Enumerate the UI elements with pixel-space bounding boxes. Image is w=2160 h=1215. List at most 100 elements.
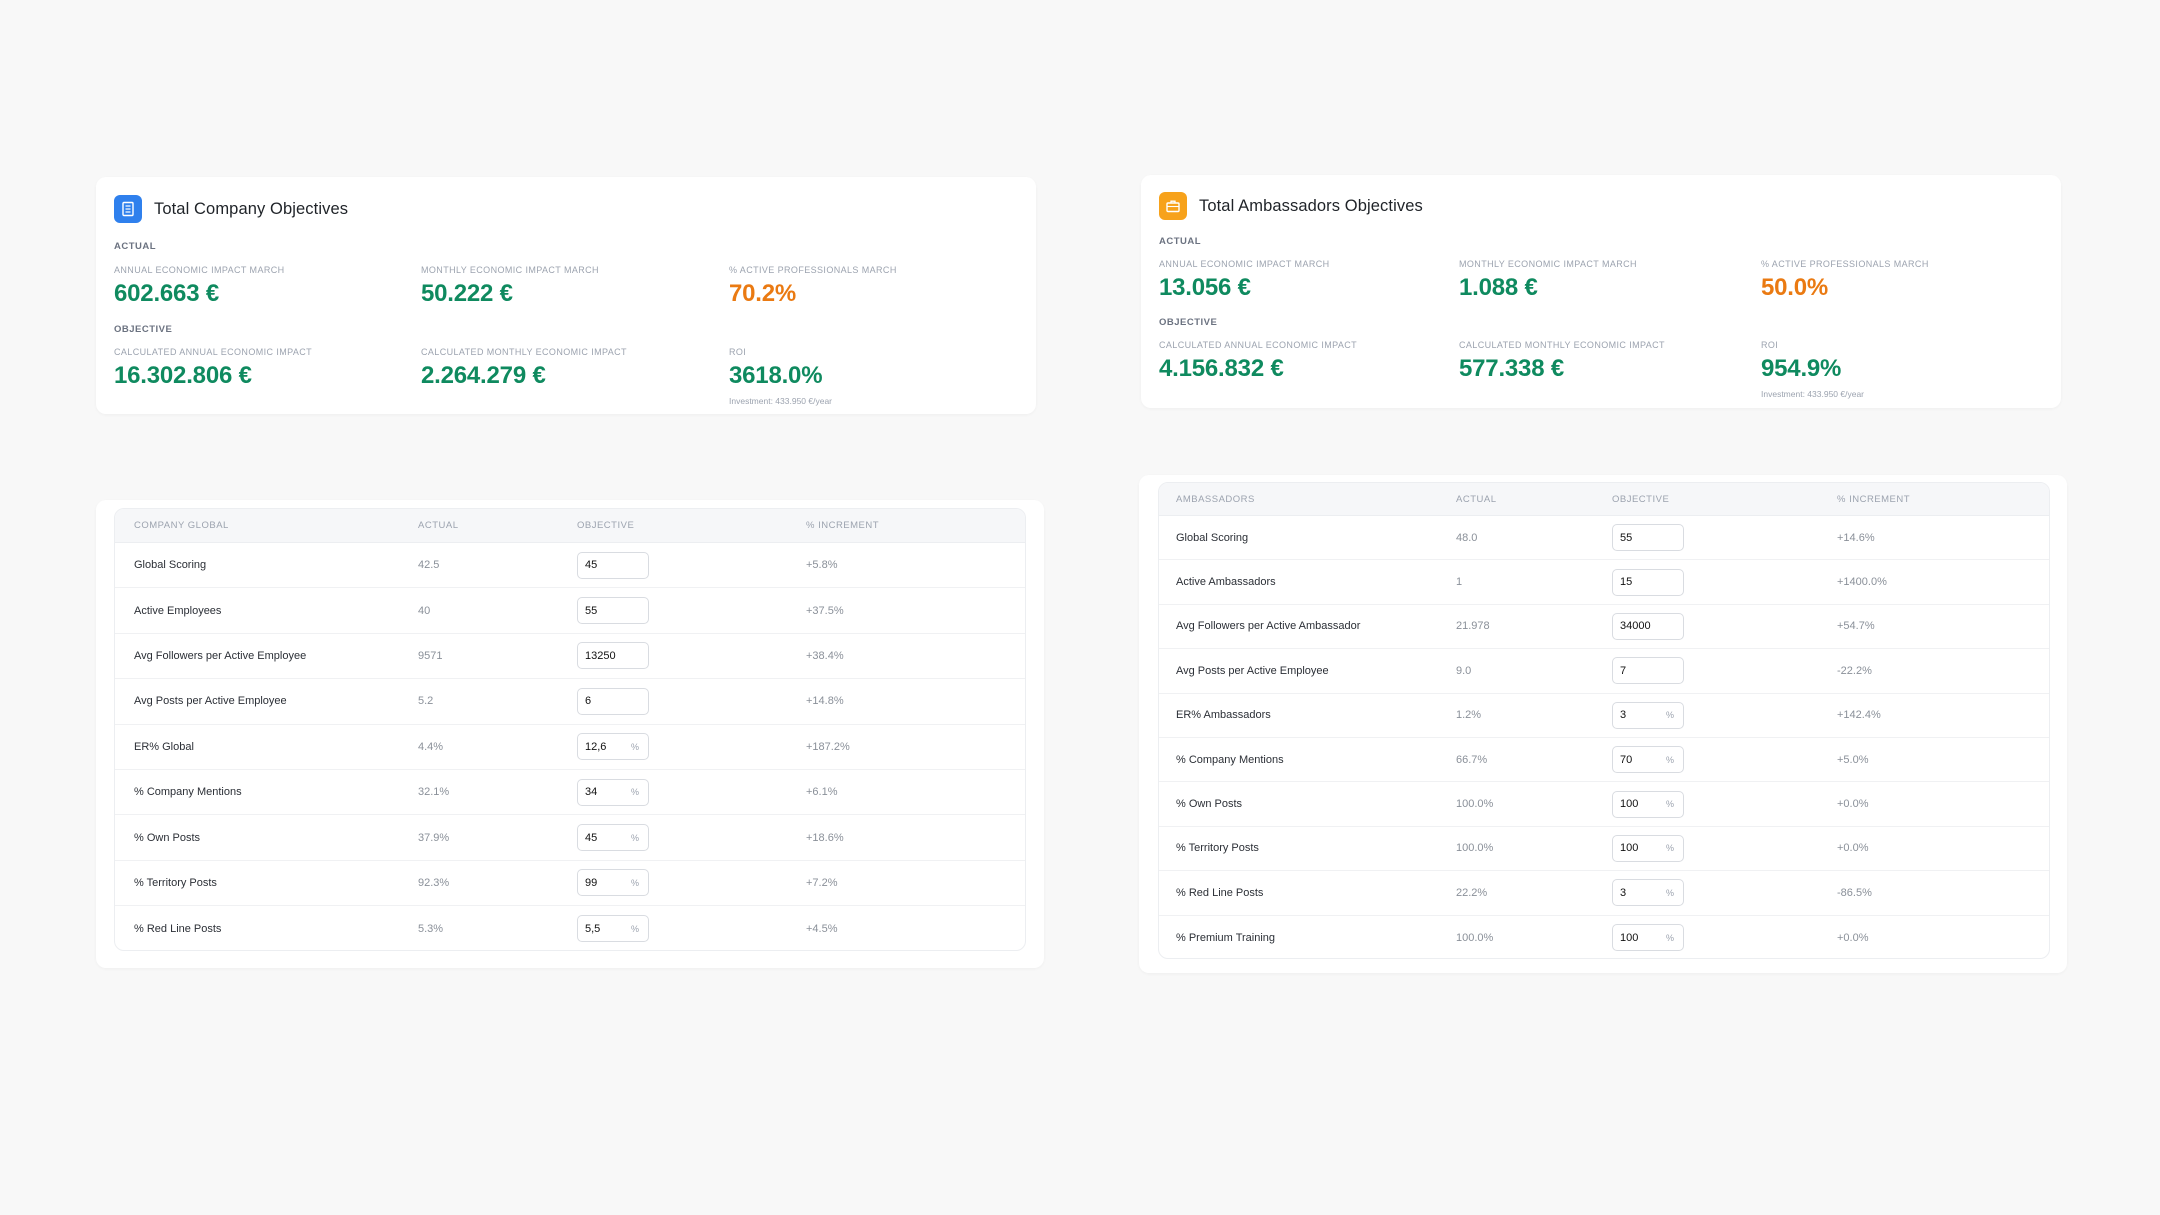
increment-value: -86.5% (1837, 886, 1872, 899)
actual-value: 4.4% (418, 740, 444, 753)
actual-value: 22.2% (1456, 886, 1488, 899)
actual-value: 66.7% (1456, 753, 1488, 766)
company-monthly-impact-objective: CALCULATED MONTHLY ECONOMIC IMPACT 2.264… (421, 347, 627, 390)
actual-value: 9571 (418, 649, 443, 662)
metric-label: MONTHLY ECONOMIC IMPACT MARCH (421, 265, 599, 275)
column-header-metric: AMBASSADORS (1176, 493, 1255, 505)
actual-value: 5.2 (418, 695, 434, 708)
metric-name: Global Scoring (134, 559, 207, 572)
objective-input[interactable]: 15 (1612, 568, 1684, 596)
objective-input-value: 99 (585, 876, 598, 889)
metric-value: 4.156.832 € (1159, 355, 1284, 382)
objective-input[interactable]: 100% (1612, 790, 1684, 818)
ambassadors-objectives-table: AMBASSADORS ACTUAL OBJECTIVE % INCREMENT… (1158, 482, 2050, 959)
percent-suffix: % (1665, 710, 1674, 721)
objective-input[interactable]: 55 (1612, 524, 1684, 552)
objective-input-value: 12,6 (585, 740, 607, 753)
objective-input[interactable]: 5,5% (577, 915, 649, 943)
objective-input-value: 55 (585, 604, 598, 617)
objective-input[interactable]: 3% (1612, 879, 1684, 907)
table-header: AMBASSADORS ACTUAL OBJECTIVE % INCREMENT (1159, 483, 2049, 516)
company-actual-label: ACTUAL (114, 241, 157, 252)
objective-cell: 34% (577, 778, 806, 806)
increment-value: +5.0% (1837, 753, 1869, 766)
percent-suffix: % (1665, 754, 1674, 765)
actual-value: 48.0 (1456, 531, 1478, 544)
metric-name: % Territory Posts (134, 876, 217, 889)
ambassadors-active-professionals-actual: % ACTIVE PROFESSIONALS MARCH 50.0% (1761, 259, 1929, 302)
metric-name: Avg Followers per Active Ambassador (1176, 620, 1361, 633)
objective-input[interactable]: 55 (577, 597, 649, 625)
table-row: ER% Global 4.4% 12,6% +187.2% (115, 725, 1025, 770)
actual-value: 40 (418, 604, 431, 617)
objective-input-value: 13250 (585, 649, 616, 662)
increment-value: +0.0% (1837, 798, 1869, 811)
objective-input-value: 70 (1620, 753, 1633, 766)
actual-value: 100.0% (1456, 842, 1494, 855)
increment-value: +37.5% (806, 604, 844, 617)
ambassadors-summary-header: Total Ambassadors Objectives (1159, 192, 1423, 220)
company-summary-card: Total Company Objectives ACTUAL ANNUAL E… (96, 177, 1036, 414)
column-header-objective: OBJECTIVE (1612, 493, 1670, 505)
table-row: ER% Ambassadors 1.2% 3% +142.4% (1159, 694, 2049, 738)
objective-input[interactable]: 3% (1612, 701, 1684, 729)
objective-input[interactable]: 100% (1612, 834, 1684, 862)
metric-name: Avg Followers per Active Employee (134, 649, 307, 662)
company-active-professionals-actual: % ACTIVE PROFESSIONALS MARCH 70.2% (729, 265, 897, 308)
company-summary-title: Total Company Objectives (154, 199, 349, 218)
objective-input[interactable]: 100% (1612, 924, 1684, 952)
objective-input[interactable]: 12,6% (577, 733, 649, 761)
objective-input-value: 100 (1620, 842, 1639, 855)
metric-value: 954.9% (1761, 355, 1842, 382)
metric-label: CALCULATED MONTHLY ECONOMIC IMPACT (421, 347, 627, 357)
table-row: % Red Line Posts 5.3% 5,5% +4.5% (115, 906, 1025, 950)
increment-value: +0.0% (1837, 842, 1869, 855)
table-body: Global Scoring 48.0 55 +14.6% Active Ambassa… (1159, 516, 2049, 958)
objective-input[interactable]: 7 (1612, 657, 1684, 685)
table-row: Avg Posts per Active Employee 9.0 7 -22.2% (1159, 649, 2049, 694)
objective-cell: 70% (1612, 746, 1837, 774)
metric-name: ER% Ambassadors (1176, 709, 1271, 722)
metric-label: CALCULATED ANNUAL ECONOMIC IMPACT (114, 347, 313, 357)
metric-label: % ACTIVE PROFESSIONALS MARCH (729, 265, 897, 275)
table-row: % Own Posts 37.9% 45% +18.6% (115, 815, 1025, 861)
objective-input[interactable]: 45 (577, 551, 649, 579)
percent-suffix: % (1665, 843, 1674, 854)
objective-input[interactable]: 34000 (1612, 612, 1684, 640)
objective-cell: 45% (577, 824, 806, 852)
objective-input[interactable]: 70% (1612, 746, 1684, 774)
metric-label: ANNUAL ECONOMIC IMPACT MARCH (114, 265, 285, 275)
metric-value: 602.663 € (114, 280, 219, 307)
table-header: COMPANY GLOBAL ACTUAL OBJECTIVE % INCREM… (115, 509, 1025, 543)
objective-cell: 100% (1612, 834, 1837, 862)
metric-value: 1.088 € (1459, 274, 1538, 301)
percent-suffix: % (630, 923, 639, 934)
briefcase-icon (1159, 192, 1187, 220)
objective-cell: 55 (577, 597, 806, 625)
table-row: % Company Mentions 32.1% 34% +6.1% (115, 770, 1025, 816)
objective-input[interactable]: 99% (577, 869, 649, 897)
investment-note: Investment: 433.950 €/year (1761, 389, 1865, 399)
actual-value: 92.3% (418, 876, 450, 889)
ambassadors-summary-card: Total Ambassadors Objectives ACTUAL ANNU… (1141, 175, 2061, 408)
objective-cell: 12,6% (577, 733, 806, 761)
increment-value: +38.4% (806, 649, 844, 662)
metric-value: 3618.0% (729, 362, 823, 389)
table-row: % Premium Training 100.0% 100% +0.0% (1159, 916, 2049, 958)
objective-cell: 100% (1612, 790, 1837, 818)
objective-input[interactable]: 45% (577, 824, 649, 852)
objective-cell: 13250 (577, 642, 806, 670)
increment-value: +7.2% (806, 876, 838, 889)
percent-suffix: % (630, 877, 639, 888)
actual-value: 32.1% (418, 786, 450, 799)
column-header-actual: ACTUAL (1456, 493, 1497, 505)
objective-input[interactable]: 13250 (577, 642, 649, 670)
company-annual-impact-actual: ANNUAL ECONOMIC IMPACT MARCH 602.663 € (114, 265, 285, 308)
company-annual-impact-objective: CALCULATED ANNUAL ECONOMIC IMPACT 16.302… (114, 347, 312, 390)
objective-input[interactable]: 6 (577, 687, 649, 715)
metric-name: Active Ambassadors (1176, 576, 1276, 589)
table-row: Active Employees 40 55 +37.5% (115, 588, 1025, 634)
objective-input[interactable]: 34% (577, 778, 649, 806)
ambassadors-summary-title: Total Ambassadors Objectives (1199, 196, 1423, 215)
metric-name: Avg Posts per Active Employee (134, 695, 287, 708)
